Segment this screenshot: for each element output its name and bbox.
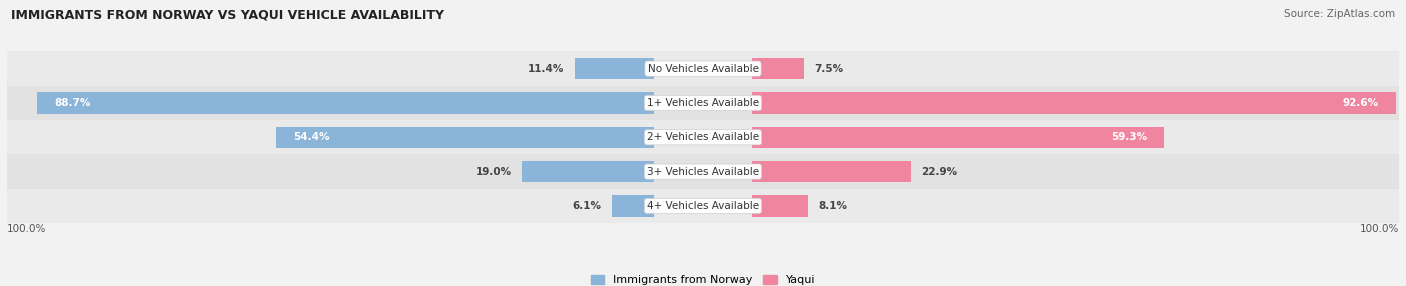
Bar bbox=[575, 58, 654, 79]
Bar bbox=[752, 161, 911, 182]
Text: 92.6%: 92.6% bbox=[1343, 98, 1379, 108]
Text: 22.9%: 22.9% bbox=[921, 167, 957, 176]
Bar bbox=[7, 86, 1399, 120]
Text: 6.1%: 6.1% bbox=[572, 201, 602, 211]
Bar bbox=[752, 58, 804, 79]
Text: 2+ Vehicles Available: 2+ Vehicles Available bbox=[647, 132, 759, 142]
Bar bbox=[522, 161, 654, 182]
Text: 19.0%: 19.0% bbox=[475, 167, 512, 176]
Bar bbox=[7, 51, 1399, 86]
Text: 54.4%: 54.4% bbox=[292, 132, 329, 142]
Text: 4+ Vehicles Available: 4+ Vehicles Available bbox=[647, 201, 759, 211]
Text: 11.4%: 11.4% bbox=[529, 64, 564, 74]
Bar bbox=[752, 92, 1396, 114]
Text: 3+ Vehicles Available: 3+ Vehicles Available bbox=[647, 167, 759, 176]
Text: No Vehicles Available: No Vehicles Available bbox=[648, 64, 758, 74]
Text: 7.5%: 7.5% bbox=[814, 64, 844, 74]
Text: 8.1%: 8.1% bbox=[818, 201, 848, 211]
Bar bbox=[752, 127, 1164, 148]
Legend: Immigrants from Norway, Yaqui: Immigrants from Norway, Yaqui bbox=[586, 270, 820, 286]
Bar bbox=[276, 127, 654, 148]
Text: 59.3%: 59.3% bbox=[1111, 132, 1147, 142]
Text: 1+ Vehicles Available: 1+ Vehicles Available bbox=[647, 98, 759, 108]
Text: Source: ZipAtlas.com: Source: ZipAtlas.com bbox=[1284, 9, 1395, 19]
Text: 88.7%: 88.7% bbox=[55, 98, 91, 108]
Text: 100.0%: 100.0% bbox=[1360, 224, 1399, 234]
Bar bbox=[7, 120, 1399, 154]
Text: IMMIGRANTS FROM NORWAY VS YAQUI VEHICLE AVAILABILITY: IMMIGRANTS FROM NORWAY VS YAQUI VEHICLE … bbox=[11, 9, 444, 21]
Bar bbox=[7, 154, 1399, 189]
Bar bbox=[612, 195, 654, 217]
Bar bbox=[37, 92, 654, 114]
Text: 100.0%: 100.0% bbox=[7, 224, 46, 234]
Bar bbox=[752, 195, 808, 217]
Bar bbox=[7, 189, 1399, 223]
